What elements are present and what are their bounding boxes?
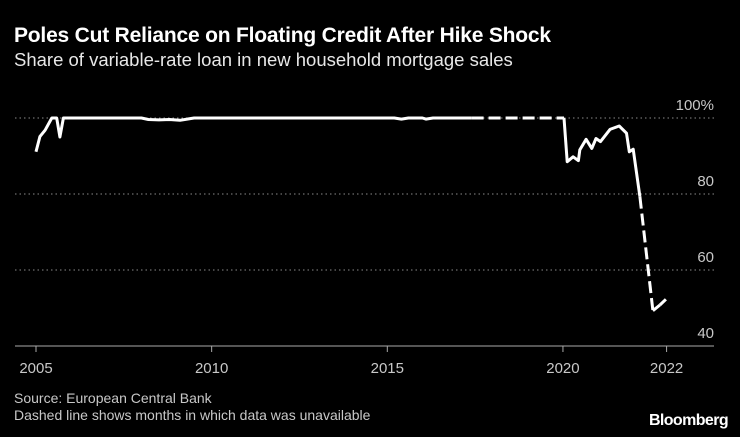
- x-tick-label: 2010: [195, 360, 228, 377]
- series-line-dashed: [638, 196, 655, 311]
- series-line-dashed: [658, 298, 667, 307]
- bloomberg-logo: Bloomberg: [648, 412, 729, 429]
- series-line-solid: [34, 116, 472, 153]
- series-line-solid: [651, 303, 661, 312]
- dashed-line-note: Dashed line shows months in which data w…: [14, 407, 371, 423]
- chart-subtitle: Share of variable-rate loan in new house…: [14, 49, 513, 70]
- y-tick-label: 40: [697, 325, 714, 342]
- x-tick-label: 2022: [650, 360, 683, 377]
- chart-title: Poles Cut Reliance on Floating Credit Af…: [14, 24, 551, 47]
- series-line-solid: [562, 117, 642, 197]
- source-note: Source: European Central Bank: [14, 390, 212, 406]
- x-tick-label: 2015: [371, 360, 404, 377]
- x-tick-label: 2005: [19, 360, 52, 377]
- x-tick-label: 2020: [546, 360, 579, 377]
- y-tick-label: 100%: [676, 97, 714, 114]
- y-tick-label: 60: [697, 249, 714, 266]
- y-tick-label: 80: [697, 173, 714, 190]
